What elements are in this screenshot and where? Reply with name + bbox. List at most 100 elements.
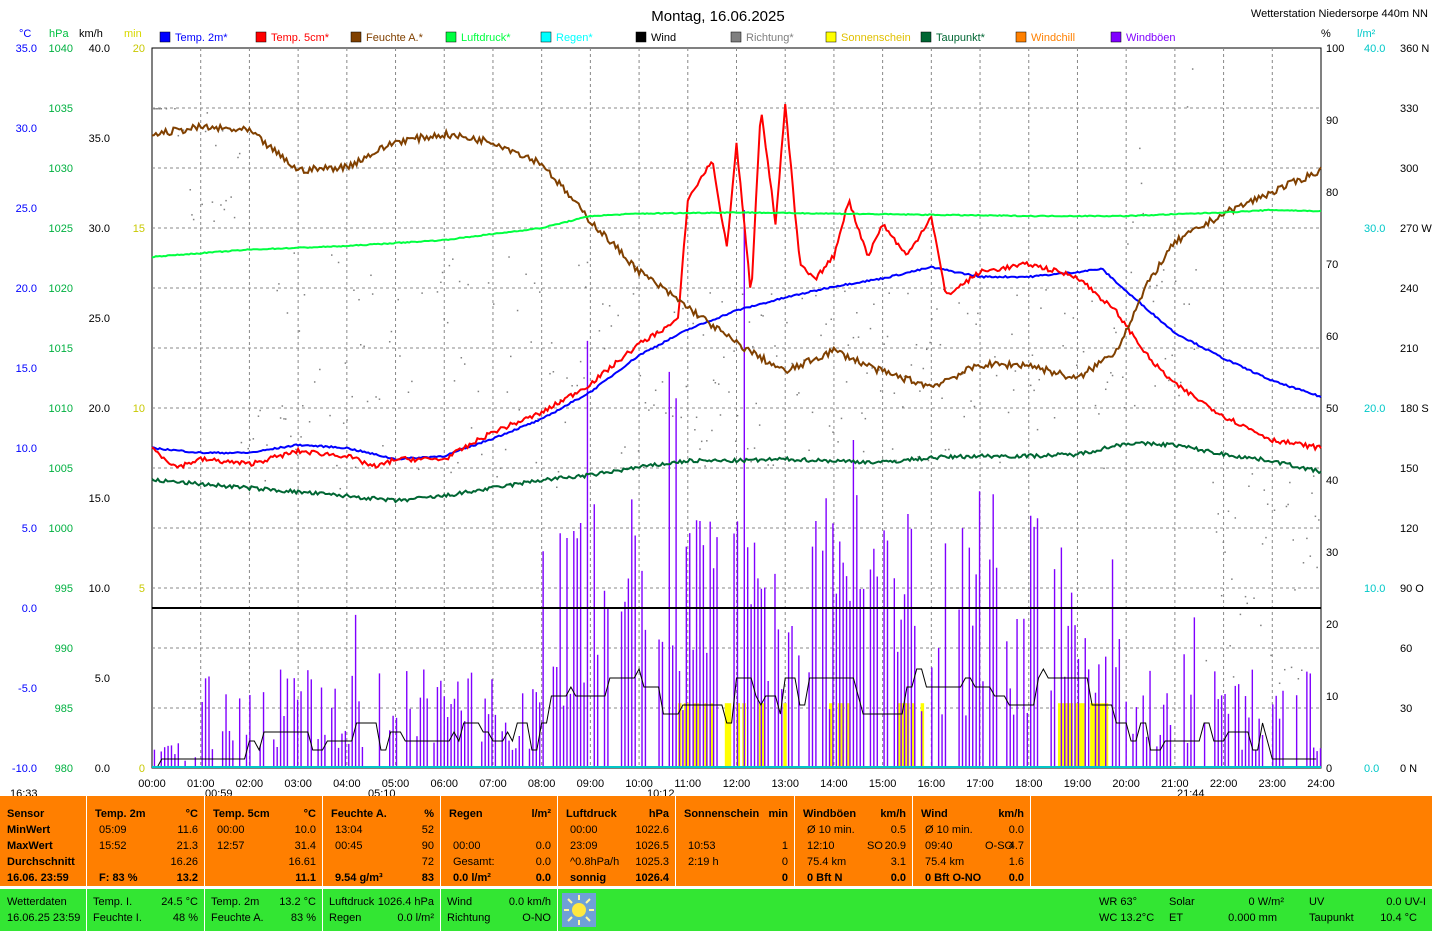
direction-point — [1292, 539, 1295, 541]
direction-point — [883, 343, 885, 345]
pct-tick: 100 — [1326, 43, 1344, 55]
sunshine-bar — [1078, 703, 1082, 768]
direction-point — [1188, 303, 1191, 305]
direction-point — [1316, 566, 1318, 569]
direction-point — [1261, 543, 1264, 545]
statistics-panel: Sensor MinWert MaxWert Durchschnitt 16.0… — [0, 796, 1432, 886]
direction-point — [1038, 378, 1040, 381]
direction-point — [847, 344, 850, 346]
direction-point — [182, 129, 185, 131]
direction-point — [177, 134, 180, 137]
direction-point — [1287, 503, 1289, 506]
direction-point — [463, 363, 466, 365]
celsius-tick: 20.0 — [16, 283, 37, 295]
sunshine-bar — [1063, 703, 1068, 768]
direction-point — [767, 464, 769, 466]
direction-point — [995, 374, 998, 377]
stats-temp5cm-row2-label: 12:57 — [217, 840, 245, 852]
sunshine-bar — [1104, 703, 1109, 768]
direction-point — [467, 283, 469, 286]
direction-point — [871, 367, 873, 369]
direction-point — [586, 261, 589, 264]
stats-wind-row3-value: 1.6 — [1008, 856, 1024, 868]
stats-sonne-row3-value: 0 — [781, 856, 788, 868]
sunshine-bar — [695, 703, 700, 768]
direction-point — [1318, 519, 1320, 521]
direction-point — [758, 424, 761, 426]
deg-tick: 240 — [1400, 283, 1418, 295]
hpa-tick: 1010 — [49, 403, 73, 415]
kmh-tick: 30.0 — [89, 223, 110, 235]
direction-point — [1311, 492, 1313, 494]
sunshine-bar — [920, 703, 925, 768]
hpa-tick: 1005 — [49, 463, 73, 475]
direction-point — [286, 312, 289, 314]
direction-point — [617, 314, 619, 317]
direction-point — [755, 402, 757, 405]
stats-wind-row2-label: 09:40 — [925, 840, 953, 852]
x-tick-label: 00:00 — [138, 778, 166, 790]
direction-point — [939, 343, 942, 346]
x-tick-label: 19:00 — [1064, 778, 1092, 790]
current-uv-value: 0.0 UV-I — [1386, 896, 1426, 908]
stats-luftdruck-row2-label: 23:09 — [570, 840, 598, 852]
direction-point — [237, 156, 239, 159]
direction-point — [774, 345, 776, 347]
direction-point — [302, 405, 304, 407]
stats-temp2m-row2-label: 15:52 — [99, 840, 127, 852]
direction-point — [1072, 317, 1075, 319]
direction-point — [281, 405, 284, 407]
direction-point — [685, 385, 688, 388]
stats-feuchte-row4-value: 83 — [421, 872, 434, 884]
stats-temp2m-row3-value: 16.26 — [170, 856, 198, 868]
direction-point — [370, 274, 372, 277]
direction-point — [450, 471, 452, 474]
direction-point — [770, 293, 773, 295]
direction-point — [1123, 407, 1126, 409]
series-richtung — [152, 68, 1320, 685]
sunshine-bar — [727, 703, 732, 768]
legend-swatch — [920, 31, 932, 43]
direction-point — [1031, 354, 1034, 356]
direction-point — [557, 470, 560, 473]
pct-tick: 10 — [1326, 691, 1338, 703]
direction-point — [359, 344, 362, 346]
direction-point — [358, 298, 360, 301]
direction-point — [936, 308, 938, 310]
deg-tick: 300 — [1400, 163, 1418, 175]
direction-point — [1229, 645, 1231, 647]
direction-point — [753, 447, 756, 449]
direction-point — [856, 312, 858, 314]
direction-point — [832, 431, 834, 433]
direction-point — [537, 418, 539, 420]
direction-point — [1130, 271, 1133, 274]
direction-point — [296, 454, 299, 456]
sunshine-bar — [1081, 703, 1085, 768]
legend-swatch — [540, 31, 552, 43]
min-tick: 20 — [133, 43, 145, 55]
stats-windboeen-row3-label: 75.4 km — [807, 856, 847, 868]
direction-point — [1110, 372, 1112, 374]
direction-point — [1016, 294, 1018, 297]
direction-point — [670, 406, 672, 409]
stats-feuchte-row1-label: 13:04 — [335, 824, 363, 836]
direction-point — [481, 453, 483, 456]
direction-point — [610, 325, 613, 327]
direction-point — [1314, 515, 1317, 518]
direction-point — [443, 318, 446, 320]
direction-point — [457, 461, 459, 464]
hpa-tick: 995 — [55, 583, 73, 595]
legend-label: Richtung* — [746, 32, 794, 44]
direction-point — [895, 459, 897, 462]
direction-point — [530, 341, 532, 343]
sunshine-bar — [1057, 703, 1062, 768]
direction-point — [1273, 509, 1276, 511]
stats-wind-row4-label: 0 Bft O-NO — [925, 872, 982, 884]
current-wc: WC 13.2°C — [1099, 912, 1155, 924]
direction-point — [496, 475, 498, 478]
sunshine-bar — [846, 703, 851, 768]
direction-point — [223, 208, 226, 211]
deg-tick: 120 — [1400, 523, 1418, 535]
direction-point — [1098, 413, 1100, 415]
celsius-tick: 35.0 — [16, 43, 37, 55]
